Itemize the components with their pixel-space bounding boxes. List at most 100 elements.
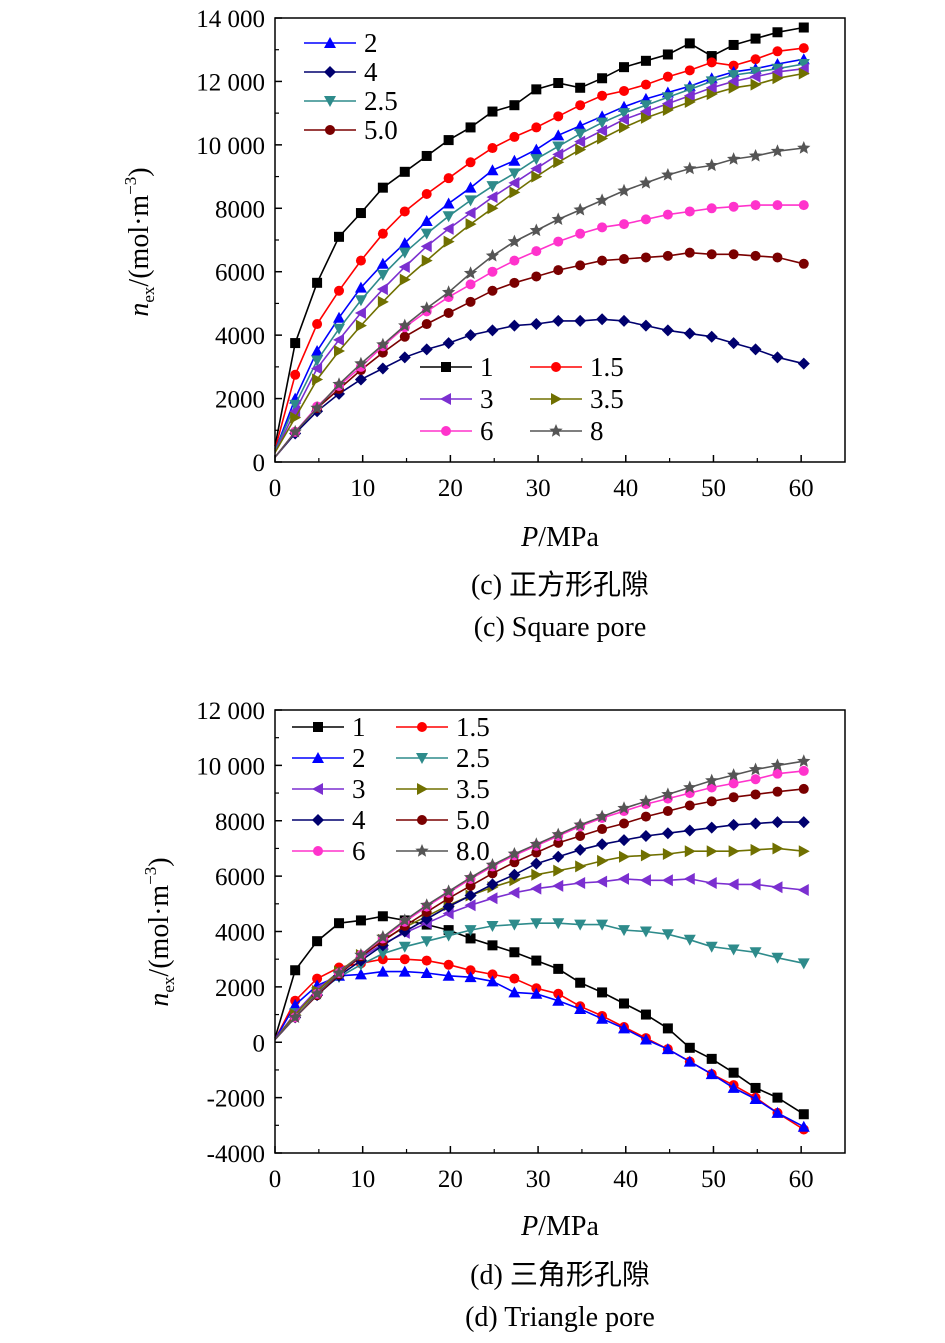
triangle-pore-legend-marker xyxy=(416,753,428,764)
triangle-pore-data-point xyxy=(443,925,454,936)
square-pore-data-point xyxy=(398,318,412,332)
triangle-pore-legend-entry: 1.5 xyxy=(396,712,490,742)
triangle-pore-data-point xyxy=(705,877,717,890)
triangle-pore-data-point xyxy=(705,773,719,787)
square-pore-data-point xyxy=(706,249,717,260)
square-pore-data-point xyxy=(772,27,783,38)
square-pore-legend-bottom: 1 1.5 3 3.5 6 8 xyxy=(420,352,624,446)
square-pore-data-point xyxy=(508,319,521,332)
triangle-pore-x-tick-label: 10 xyxy=(350,1166,375,1193)
triangle-pore-data-point xyxy=(420,936,433,948)
square-pore-data-point xyxy=(619,254,630,265)
square-pore-data-point xyxy=(705,81,717,94)
triangle-pore-y-axis-label: nex/(mol·m−3) xyxy=(141,857,178,1006)
triangle-pore-data-point xyxy=(597,824,608,835)
square-pore-data-point xyxy=(420,240,432,253)
square-pore-data-point xyxy=(597,73,608,84)
triangle-pore-data-point xyxy=(552,850,565,863)
square-pore-x-tick-label: 40 xyxy=(613,475,638,502)
triangle-pore-legend-entry: 3.5 xyxy=(396,774,490,804)
square-pore-data-point xyxy=(749,343,762,356)
square-pore-data-point xyxy=(531,170,543,183)
triangle-pore-data-point xyxy=(684,845,696,858)
square-pore-data-point xyxy=(312,277,323,288)
triangle-pore-data-point xyxy=(640,811,651,822)
triangle-pore-data-point xyxy=(509,857,520,868)
triangle-pore-data-point xyxy=(575,860,587,873)
triangle-pore-plot-area xyxy=(274,754,811,1135)
square-pore-data-point xyxy=(575,260,586,271)
square-pore-data-point xyxy=(772,72,784,85)
triangle-pore-data-point xyxy=(661,827,674,840)
square-pore-data-point xyxy=(464,181,477,193)
square-pore-data-point xyxy=(333,323,346,335)
triangle-pore-series-3-5 xyxy=(274,842,810,1041)
triangle-pore-data-point xyxy=(486,975,499,987)
triangle-pore-series-8-0 xyxy=(274,754,811,1041)
square-pore-data-point xyxy=(705,330,718,343)
square-pore-data-point xyxy=(552,314,565,327)
square-pore-data-point xyxy=(662,250,673,261)
triangle-pore-data-point xyxy=(597,854,609,867)
square-pore-data-point xyxy=(771,65,783,78)
triangle-pore-data-point xyxy=(290,965,301,976)
triangle-pore-data-point xyxy=(683,1055,696,1067)
triangle-pore-series-1-5 xyxy=(274,954,809,1135)
triangle-pore-data-point xyxy=(771,816,784,829)
square-pore-data-point xyxy=(355,208,366,219)
square-pore-data-point xyxy=(376,283,388,296)
triangle-pore-data-point xyxy=(354,968,367,980)
square-pore-data-point xyxy=(421,189,432,200)
square-pore-legend-label: 2 xyxy=(364,28,378,58)
triangle-pore-legend-label: 4 xyxy=(352,805,366,835)
square-pore-legend-entry: 6 xyxy=(420,416,494,446)
triangle-pore-data-point xyxy=(798,765,809,776)
square-pore-data-point xyxy=(661,168,675,181)
triangle-pore-data-point xyxy=(376,930,390,943)
square-pore-data-point xyxy=(486,191,498,204)
triangle-pore-data-point xyxy=(421,955,432,966)
triangle-pore-y-tick-label: 10 000 xyxy=(196,753,265,780)
square-pore-data-point xyxy=(290,411,302,424)
square-pore-data-point xyxy=(683,89,695,102)
triangle-pore-legend-marker xyxy=(313,722,323,732)
square-pore-data-point xyxy=(662,103,674,116)
triangle-pore-data-point xyxy=(552,918,565,930)
triangle-pore-data-point xyxy=(530,987,543,999)
square-pore-data-point xyxy=(420,228,433,240)
triangle-pore-data-point xyxy=(399,954,410,965)
triangle-pore-legend-entry: 8.0 xyxy=(396,836,490,866)
triangle-pore-data-point xyxy=(748,762,763,776)
square-pore-series-6 xyxy=(274,200,809,458)
square-pore-data-point xyxy=(683,161,697,175)
square-pore-plot-area xyxy=(274,22,811,458)
triangle-pore-caption-en: (d) Triangle pore xyxy=(465,1302,655,1333)
triangle-pore-data-point xyxy=(619,850,631,863)
square-pore-data-point xyxy=(443,135,454,146)
square-pore-series-line xyxy=(274,318,804,458)
square-pore-data-point xyxy=(487,106,498,117)
triangle-pore-data-point xyxy=(486,920,499,932)
square-pore-data-point xyxy=(530,162,542,175)
triangle-pore-data-point xyxy=(639,874,651,887)
square-pore-y-tick-label: 4000 xyxy=(215,323,265,350)
square-pore-data-point xyxy=(661,97,673,110)
square-pore-data-point xyxy=(750,54,761,65)
square-pore-data-point xyxy=(290,338,301,349)
triangle-pore-data-point xyxy=(508,986,521,998)
square-pore-legend-marker xyxy=(549,424,563,437)
triangle-pore-data-point xyxy=(332,966,346,979)
square-pore-data-point xyxy=(749,66,762,78)
square-pore-data-point xyxy=(728,249,739,260)
triangle-pore-x-tick-label: 40 xyxy=(613,1166,638,1193)
triangle-pore-data-point xyxy=(639,829,652,842)
square-pore-y-tick-label: 10 000 xyxy=(196,133,265,160)
square-pore-data-point xyxy=(706,51,717,62)
square-pore-data-point xyxy=(727,152,741,165)
square-pore-data-point xyxy=(398,260,410,273)
square-pore-data-point xyxy=(487,143,498,154)
square-pore-data-point xyxy=(508,176,520,189)
square-pore-data-point xyxy=(597,132,609,145)
triangle-pore-data-point xyxy=(442,884,456,897)
square-pore-data-point xyxy=(771,351,784,364)
